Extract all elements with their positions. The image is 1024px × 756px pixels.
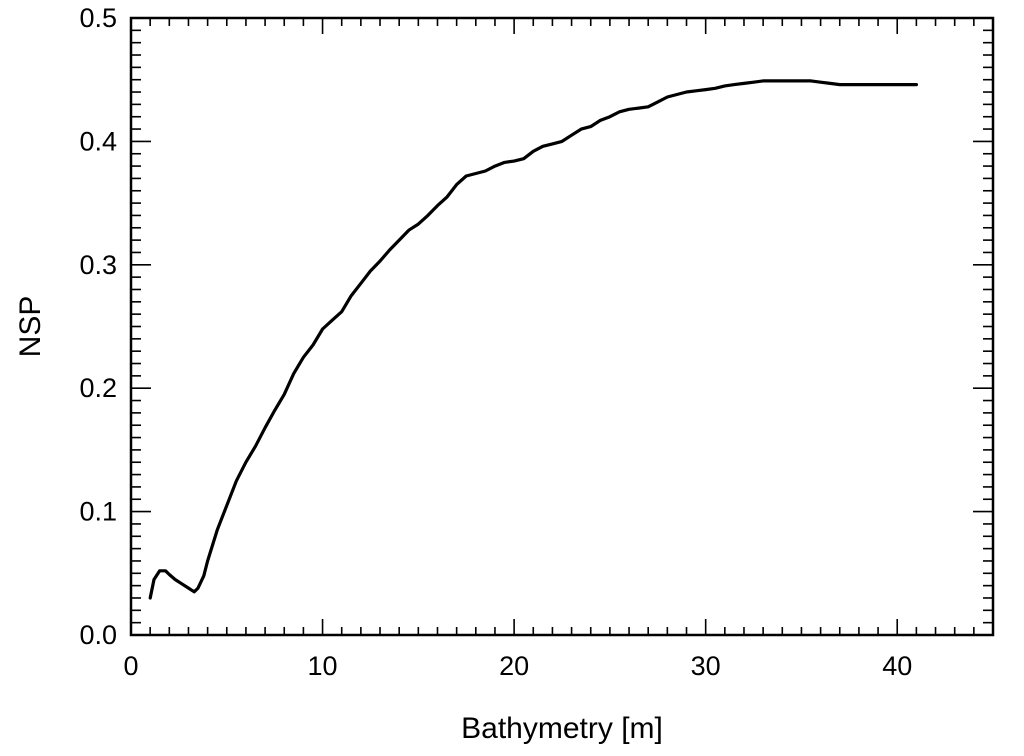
y-tick-labels: 0.0 0.1 0.2 0.3 0.4 0.5 <box>79 3 117 650</box>
x-axis-title: Bathymetry [m] <box>461 712 663 745</box>
y-tick-label: 0.5 <box>79 3 117 33</box>
x-tick-label: 40 <box>882 651 912 681</box>
x-tick-label: 20 <box>499 651 529 681</box>
y-tick-label: 0.3 <box>79 250 117 280</box>
x-tick-label: 30 <box>691 651 721 681</box>
plot-frame <box>129 16 995 637</box>
axis-ticks <box>130 17 994 636</box>
x-tick-label: 10 <box>308 651 338 681</box>
y-axis-title: NSP <box>14 296 47 358</box>
series-layer <box>148 79 919 600</box>
x-tick-labels: 0 10 20 30 40 <box>123 651 912 681</box>
y-tick-label: 0.4 <box>79 126 117 156</box>
x-tick-label: 0 <box>123 651 138 681</box>
y-tick-label: 0.0 <box>79 620 117 650</box>
nsp-series-line <box>148 79 919 600</box>
y-tick-label: 0.2 <box>79 373 117 403</box>
y-tick-label: 0.1 <box>79 497 117 527</box>
